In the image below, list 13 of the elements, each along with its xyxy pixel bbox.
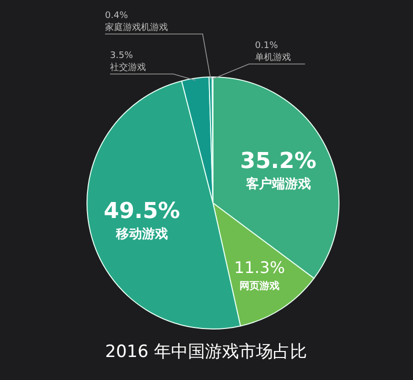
slice-label: 家庭游戏机游戏 xyxy=(105,22,168,33)
text: 2016 年中国游戏市场占比 xyxy=(105,342,307,362)
data-label: 49.5% xyxy=(104,199,180,224)
slice-label: 移动游戏 xyxy=(114,227,168,242)
slice-label: 客户端游戏 xyxy=(244,176,311,192)
data-label: 0.4% xyxy=(105,11,128,21)
slice-label: 网页游戏 xyxy=(240,280,280,292)
slice-label: 社交游戏 xyxy=(110,62,146,73)
data-label: 0.1% xyxy=(255,41,278,51)
data-label: 3.5% xyxy=(110,51,134,61)
data-label: 35.2% xyxy=(240,149,316,174)
slice-label: 单机游戏 xyxy=(255,52,291,63)
data-label: 11.3% xyxy=(234,258,286,277)
